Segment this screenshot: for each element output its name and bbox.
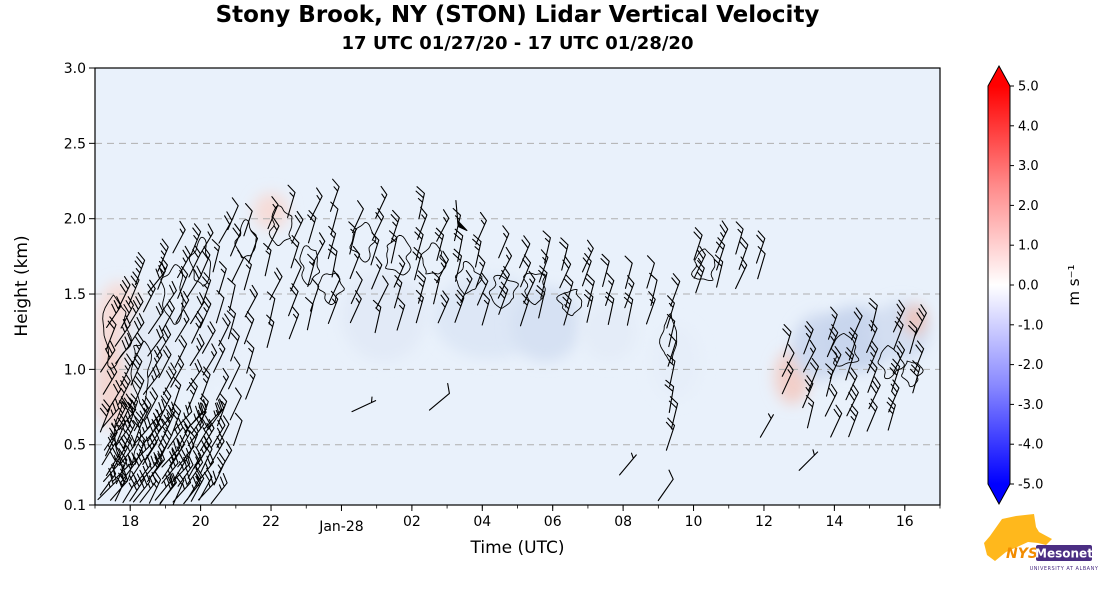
svg-text:10: 10 [685, 514, 703, 530]
wind-barbs [97, 178, 927, 505]
svg-text:16: 16 [896, 514, 914, 530]
svg-text:04: 04 [473, 514, 491, 530]
svg-text:2.0: 2.0 [1018, 199, 1039, 214]
svg-text:-2.0: -2.0 [1018, 358, 1043, 373]
svg-text:0.5: 0.5 [64, 438, 86, 454]
svg-text:-5.0: -5.0 [1018, 478, 1043, 493]
svg-text:08: 08 [614, 514, 632, 530]
svg-text:3.0: 3.0 [64, 61, 86, 77]
svg-text:5.0: 5.0 [1018, 80, 1039, 95]
svg-text:-3.0: -3.0 [1018, 398, 1043, 413]
svg-text:3.0: 3.0 [1018, 159, 1039, 174]
colorbar-label: m s⁻¹ [1065, 264, 1083, 306]
logo-nys-text: NYS [1006, 546, 1038, 562]
chart-title: Stony Brook, NY (STON) Lidar Vertical Ve… [215, 2, 820, 28]
svg-text:12: 12 [755, 514, 773, 530]
svg-text:06: 06 [544, 514, 562, 530]
grid-lines [95, 142, 940, 446]
logo-mesonet-text: Mesonet [1035, 547, 1093, 561]
ny-state-shape-icon [984, 514, 1052, 561]
y-axis-label: Height (km) [12, 235, 32, 337]
svg-text:02: 02 [403, 514, 421, 530]
svg-text:0.0: 0.0 [1018, 279, 1039, 294]
svg-text:-4.0: -4.0 [1018, 438, 1043, 453]
y-axis-ticks: 0.1 0.5 1.0 1.5 2.0 2.5 3.0 [64, 61, 95, 514]
svg-text:-1.0: -1.0 [1018, 318, 1043, 333]
x-axis-ticks: 18 20 22 Jan-28 02 04 06 08 10 12 14 16 [94, 505, 941, 535]
x-axis-label: Time (UTC) [470, 538, 565, 558]
svg-text:22: 22 [262, 514, 280, 530]
svg-text:1.5: 1.5 [64, 287, 86, 303]
svg-text:4.0: 4.0 [1018, 119, 1039, 134]
svg-text:1.0: 1.0 [1018, 239, 1039, 254]
nys-mesonet-logo: NYS Mesonet UNIVERSITY AT ALBANY [982, 512, 1098, 576]
svg-text:18: 18 [121, 514, 139, 530]
svg-text:1.0: 1.0 [64, 362, 86, 378]
svg-text:Jan-28: Jan-28 [318, 519, 363, 535]
logo-caption-text: UNIVERSITY AT ALBANY [1030, 566, 1098, 572]
svg-text:14: 14 [825, 514, 843, 530]
svg-text:0.1: 0.1 [64, 498, 86, 514]
svg-text:20: 20 [192, 514, 210, 530]
chart-subtitle: 17 UTC 01/27/20 - 17 UTC 01/28/20 [341, 33, 694, 54]
svg-text:2.0: 2.0 [64, 212, 86, 228]
logo-mesonet-box [1036, 545, 1092, 561]
svg-text:2.5: 2.5 [64, 136, 86, 152]
colorbar: 5.0 4.0 3.0 2.0 1.0 0.0 -1.0 -2.0 -3.0 -4.0 -5.0 [987, 64, 1043, 506]
velocity-contours [102, 205, 924, 483]
